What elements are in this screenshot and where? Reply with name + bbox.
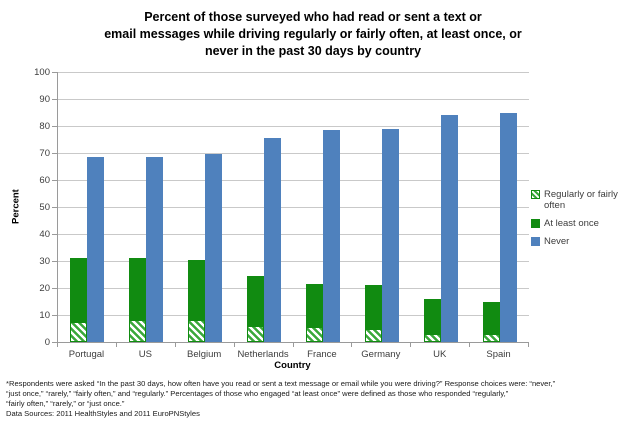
y-tick-label-0: 0 <box>44 336 50 348</box>
bar-regularly-or-fairly-often-netherlands <box>247 325 265 342</box>
gridline-90 <box>58 99 529 100</box>
bar-never-france <box>322 130 340 342</box>
footnote: *Respondents were asked “In the past 30 … <box>6 379 622 419</box>
legend-swatch-blue-icon <box>531 237 540 246</box>
y-tick-mark-80 <box>52 126 57 127</box>
bar-never-uk <box>440 115 458 342</box>
bar-never-belgium <box>205 154 223 342</box>
x-axis-label-spain: Spain <box>486 349 511 360</box>
x-tick-mark-5 <box>351 343 353 347</box>
x-axis-label-germany: Germany <box>361 349 401 360</box>
legend-item-never: Never <box>531 236 623 247</box>
x-axis-label-belgium: Belgium <box>187 349 222 360</box>
bar-never-us <box>146 157 164 342</box>
footnote-line-2: “just once,” “rarely,” “fairly often,” a… <box>6 389 509 398</box>
x-tick-mark-8 <box>528 343 529 347</box>
chart-title-line-1: Percent of those surveyed who had read o… <box>144 10 482 24</box>
legend-label: At least once <box>544 218 599 229</box>
data-sources: Data Sources: 2011 HealthStyles and 2011… <box>6 409 200 418</box>
y-tick-label-20: 20 <box>39 282 50 294</box>
x-axis-label-netherlands: Netherlands <box>237 349 289 360</box>
y-tick-label-100: 100 <box>34 66 50 78</box>
gridline-10 <box>58 315 529 316</box>
bar-at-least-once-uk <box>423 298 441 342</box>
footnote-line-3: “fairly often,” “rarely,” or “just once.… <box>6 399 125 408</box>
legend-swatch-solid-green-icon <box>531 219 540 228</box>
x-axis-label-portugal: Portugal <box>68 349 105 360</box>
x-axis-title: Country <box>274 360 311 371</box>
y-tick-mark-50 <box>52 207 57 208</box>
chart-title-line-3: never in the past 30 days by country <box>204 44 422 58</box>
y-tick-mark-100 <box>52 72 57 73</box>
y-tick-label-10: 10 <box>39 309 50 321</box>
y-tick-label-30: 30 <box>39 255 50 267</box>
bar-regularly-or-fairly-often-us <box>129 320 147 342</box>
bar-regularly-or-fairly-often-belgium <box>188 320 206 342</box>
legend-label: Never <box>544 236 570 247</box>
bar-regularly-or-fairly-often-portugal <box>70 321 88 342</box>
y-tick-mark-10 <box>52 315 57 316</box>
x-tick-mark-0 <box>57 343 58 347</box>
bar-never-germany <box>381 128 399 342</box>
y-tick-mark-0 <box>52 342 57 343</box>
chart-title-line-2: email messages while driving regularly o… <box>104 27 522 41</box>
bar-regularly-or-fairly-often-uk <box>423 333 441 342</box>
y-tick-mark-70 <box>52 153 57 154</box>
gridline-100 <box>58 72 529 73</box>
x-tick-mark-3 <box>233 343 235 347</box>
y-tick-mark-40 <box>52 234 57 235</box>
legend: Regularly or fairly often At least once … <box>531 189 623 247</box>
legend-item-regularly-or-fairly-often: Regularly or fairly often <box>531 189 623 211</box>
gridline-30 <box>58 261 529 262</box>
bar-regularly-or-fairly-often-spain <box>482 333 500 342</box>
bar-regularly-or-fairly-often-germany <box>364 328 382 342</box>
gridline-20 <box>58 288 529 289</box>
x-axis-label-france: France <box>307 349 337 360</box>
bar-never-netherlands <box>264 138 282 342</box>
y-tick-label-60: 60 <box>39 174 50 186</box>
x-tick-mark-7 <box>469 343 471 347</box>
y-tick-mark-20 <box>52 288 57 289</box>
chart-title: Percent of those surveyed who had read o… <box>0 9 626 60</box>
bar-at-least-once-spain <box>482 301 500 342</box>
x-axis-label-us: US <box>138 349 152 360</box>
bar-regularly-or-fairly-often-france <box>305 327 323 342</box>
bar-at-least-once-portugal <box>70 258 88 342</box>
x-tick-mark-6 <box>410 343 412 347</box>
bar-never-portugal <box>87 157 105 342</box>
y-tick-label-70: 70 <box>39 147 50 159</box>
y-tick-mark-30 <box>52 261 57 262</box>
x-tick-mark-1 <box>115 343 117 347</box>
y-tick-label-80: 80 <box>39 120 50 132</box>
y-tick-mark-60 <box>52 180 57 181</box>
y-tick-label-40: 40 <box>39 228 50 240</box>
gridline-70 <box>58 153 529 154</box>
legend-item-at-least-once: At least once <box>531 218 623 229</box>
y-tick-label-90: 90 <box>39 93 50 105</box>
gridline-40 <box>58 234 529 235</box>
gridline-50 <box>58 207 529 208</box>
x-axis-label-uk: UK <box>433 349 447 360</box>
y-tick-mark-90 <box>52 99 57 100</box>
gridline-60 <box>58 180 529 181</box>
legend-label: Regularly or fairly often <box>544 189 618 211</box>
legend-swatch-hatched-green-icon <box>531 190 540 199</box>
footnote-line-1: *Respondents were asked “In the past 30 … <box>6 379 556 388</box>
y-tick-label-50: 50 <box>39 201 50 213</box>
x-tick-mark-2 <box>174 343 176 347</box>
bar-at-least-once-germany <box>364 285 382 342</box>
bar-never-spain <box>499 112 517 342</box>
gridline-80 <box>58 126 529 127</box>
x-tick-mark-4 <box>292 343 294 347</box>
plot-area <box>57 72 529 343</box>
bar-at-least-once-netherlands <box>247 275 265 342</box>
